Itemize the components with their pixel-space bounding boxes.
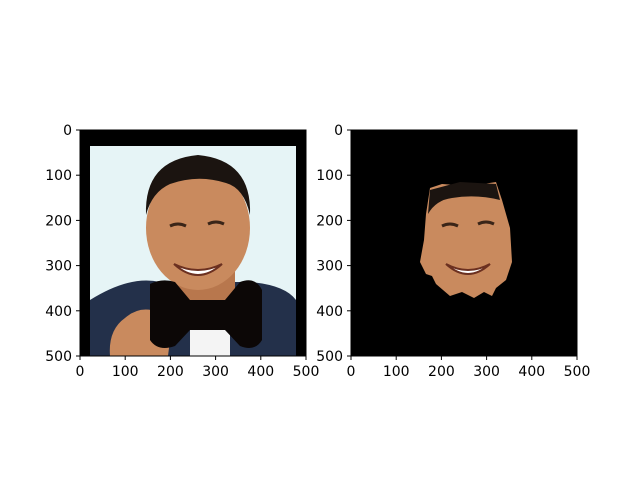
right-image-smile — [445, 263, 491, 275]
right-y-tick-label: 200 — [316, 213, 343, 229]
left-y-tick-label: 400 — [45, 304, 72, 320]
left-y-tick-label: 100 — [45, 168, 72, 184]
right-y-ticks: 0 100 200 300 400 500 — [316, 123, 351, 365]
right-axes-frame — [350, 129, 578, 357]
right-image-eye — [477, 220, 495, 226]
right-axes: 0 100 200 300 400 500 0 100 200 300 400 500 — [316, 123, 590, 380]
right-y-tick-label: 0 — [334, 123, 343, 139]
left-x-ticks: 0 100 200 300 400 500 — [76, 356, 320, 380]
left-axes: 0 100 200 300 400 500 0 100 200 300 400 500 — [45, 123, 319, 380]
right-x-tick-label: 500 — [564, 364, 591, 380]
left-image-bowtie — [150, 280, 262, 348]
right-image-hair — [428, 182, 500, 214]
left-image-eye — [169, 222, 187, 228]
right-image-eye — [441, 222, 459, 228]
left-y-tick-label: 300 — [45, 259, 72, 275]
right-y-tick-label: 500 — [316, 349, 343, 365]
left-image-smile — [173, 263, 223, 276]
left-image-shirt — [190, 325, 230, 356]
left-y-tick-label: 200 — [45, 213, 72, 229]
right-x-tick-label: 400 — [518, 364, 545, 380]
left-x-tick-label: 500 — [293, 364, 320, 380]
left-y-ticks: 0 100 200 300 400 500 — [45, 123, 80, 365]
left-y-tick-label: 500 — [45, 349, 72, 365]
left-x-tick-label: 400 — [247, 364, 274, 380]
left-x-tick-label: 300 — [202, 364, 229, 380]
right-x-tick-label: 0 — [347, 364, 356, 380]
left-image-eye — [207, 220, 225, 226]
right-y-tick-label: 400 — [316, 304, 343, 320]
left-axes-frame — [79, 129, 307, 357]
left-x-tick-label: 200 — [157, 364, 184, 380]
left-image-face — [146, 166, 250, 290]
right-image-face — [420, 182, 512, 298]
right-image — [351, 130, 577, 356]
left-x-tick-label: 0 — [76, 364, 85, 380]
right-x-ticks: 0 100 200 300 400 500 — [347, 356, 591, 380]
left-image — [80, 130, 306, 356]
left-y-tick-label: 0 — [63, 123, 72, 139]
left-image-hair — [145, 155, 251, 215]
right-x-tick-label: 300 — [473, 364, 500, 380]
right-x-tick-label: 100 — [383, 364, 410, 380]
left-x-tick-label: 100 — [112, 364, 139, 380]
right-y-tick-label: 300 — [316, 259, 343, 275]
right-y-tick-label: 100 — [316, 168, 343, 184]
right-x-tick-label: 200 — [428, 364, 455, 380]
